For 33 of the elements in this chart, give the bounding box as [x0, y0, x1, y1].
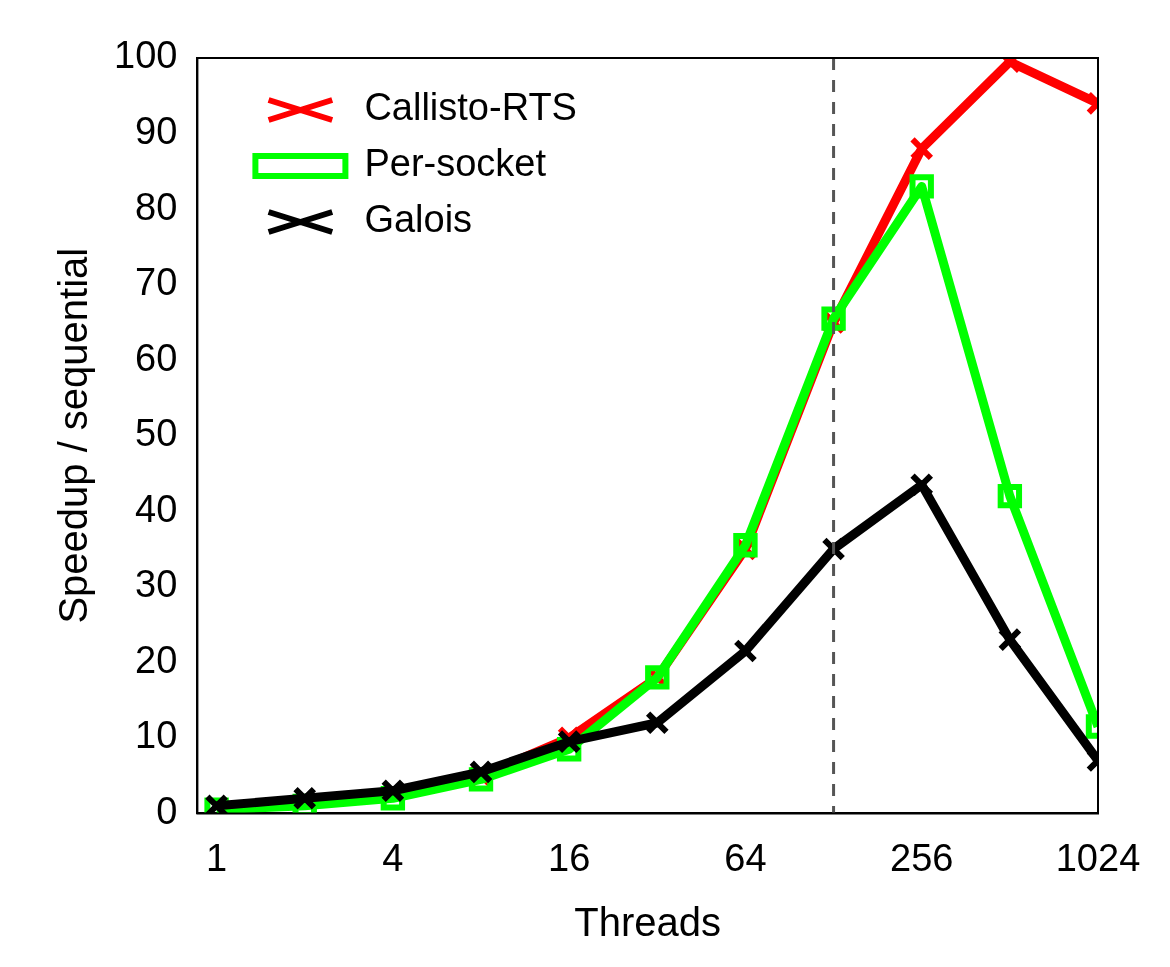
legend-label: Galois [364, 198, 473, 241]
point [997, 627, 1023, 652]
point [909, 136, 934, 161]
y-tick-label: 50 [135, 412, 178, 455]
y-tick-label: 0 [156, 789, 178, 832]
x-tick-label: 256 [890, 836, 954, 879]
point [645, 710, 670, 735]
legend-label: Per-socket [364, 142, 547, 185]
y-tick-label: 80 [135, 185, 178, 228]
legend-label: Callisto-RTS [364, 86, 577, 129]
y-tick-label: 10 [135, 714, 178, 757]
point [380, 778, 406, 803]
x-tick-label: 16 [548, 836, 591, 879]
point [909, 174, 934, 199]
x-axis-title: Threads [574, 900, 722, 945]
y-tick-label: 90 [135, 110, 178, 153]
y-tick-label: 30 [135, 563, 178, 606]
x-tick-label: 1024 [1055, 836, 1141, 879]
y-tick-label: 20 [135, 638, 178, 681]
x-tick-label: 1 [206, 836, 228, 879]
x-tick-label: 64 [724, 836, 767, 879]
y-tick-label: 60 [135, 336, 178, 379]
y-tick-label: 70 [135, 261, 178, 304]
point [733, 638, 758, 664]
y-tick-label: 100 [114, 34, 178, 77]
point [292, 786, 317, 811]
x-tick-label: 4 [382, 836, 404, 879]
point [997, 483, 1023, 509]
point [468, 759, 494, 785]
point [821, 306, 846, 331]
y-axis-title: Speedup / sequential [51, 247, 96, 624]
y-tick-label: 40 [135, 487, 178, 530]
point [909, 472, 934, 497]
